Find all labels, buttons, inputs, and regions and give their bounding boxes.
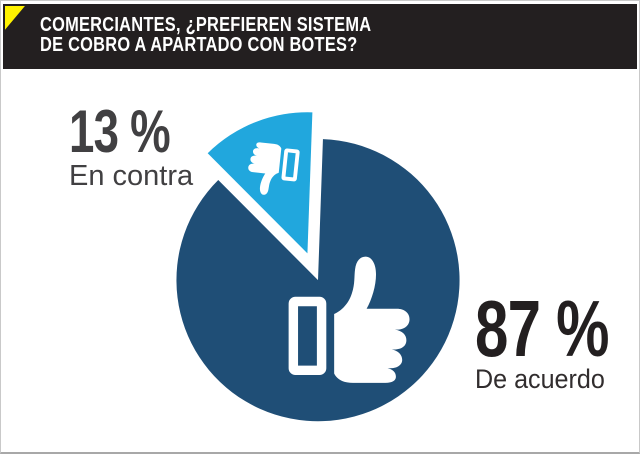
header-title-line1: COMERCIANTES, ¿PREFIEREN SISTEMA [40,14,372,36]
pie-slice-de-acuerdo [176,139,460,422]
header-bar: COMERCIANTES, ¿PREFIEREN SISTEMA DE COBR… [3,4,637,69]
header-title-line2: DE COBRO A APARTADO CON BOTES? [40,33,358,56]
callout-de-acuerdo: 87 % De acuerdo [475,284,639,394]
de-acuerdo-label: De acuerdo [475,364,605,394]
en-contra-label: En contra [69,160,194,192]
en-contra-value: 13 % [69,98,171,165]
callout-en-contra: 13 % En contra [69,98,202,192]
corner-accent-triangle-icon [4,5,25,30]
pie-slice-en-contra [207,112,313,254]
de-acuerdo-value: 87 % [475,284,610,373]
header-title: COMERCIANTES, ¿PREFIEREN SISTEMA DE COBR… [40,14,372,56]
